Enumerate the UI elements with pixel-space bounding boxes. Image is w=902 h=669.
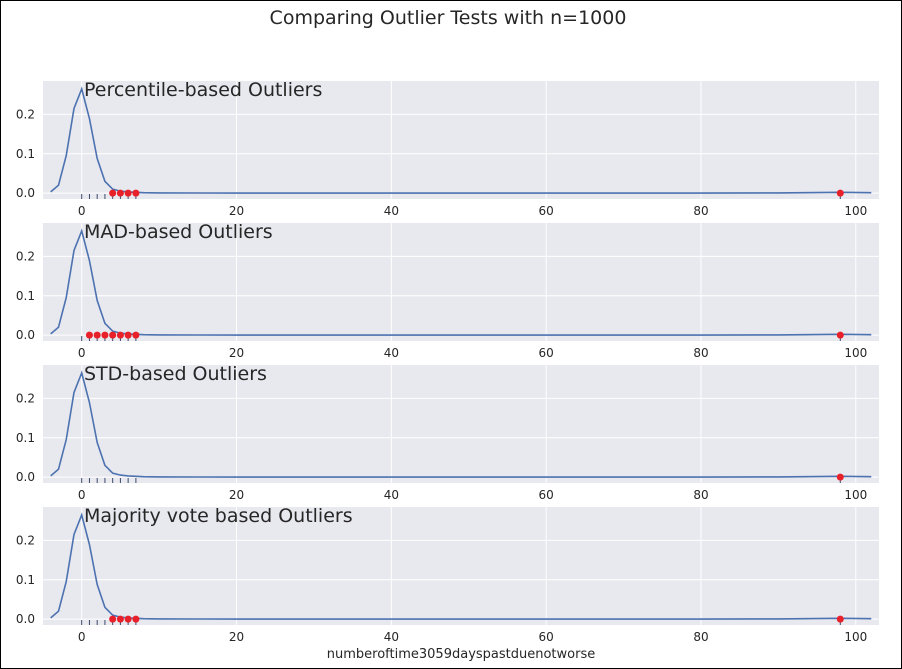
- kde-line: [50, 228, 872, 336]
- outlier-point: [109, 331, 117, 339]
- x-tick-label: 60: [539, 204, 554, 218]
- outlier-point: [836, 615, 844, 623]
- x-tick-label: 100: [844, 630, 867, 644]
- subplot-4: 0 20 40 60 80 100 0.0 0.1 0.2 Majority vote based…: [16, 505, 879, 644]
- plot-area: [43, 507, 879, 625]
- outlier-point: [124, 189, 132, 197]
- outlier-point: [132, 189, 140, 197]
- x-tick-label: 60: [539, 630, 554, 644]
- x-tick-label: 0: [78, 488, 86, 502]
- subplot-1: 0 20 40 60 80 100 0.0 0.1 0.2 Percentile-based Ou…: [16, 79, 879, 218]
- x-tick-label: 80: [693, 488, 708, 502]
- plot-area: [43, 365, 879, 483]
- outlier-point: [109, 615, 117, 623]
- x-tick-label: 0: [78, 630, 86, 644]
- kde-line: [50, 512, 872, 620]
- x-tick-label: 40: [384, 630, 399, 644]
- subplot-2: 0 20 40 60 80 100 0.0 0.1 0.2 MAD-based Outliers: [16, 221, 879, 360]
- plot-area: [43, 223, 879, 341]
- y-tick-label: 0.2: [16, 107, 35, 121]
- x-tick-label: 60: [539, 346, 554, 360]
- x-tick-label: 20: [229, 204, 244, 218]
- y-tick-label: 0.1: [16, 289, 35, 303]
- x-tick-label: 20: [229, 630, 244, 644]
- outlier-point: [116, 331, 124, 339]
- plot-area: [43, 81, 879, 199]
- outlier-point: [836, 473, 844, 481]
- x-tick-label: 40: [384, 488, 399, 502]
- y-tick-label: 0.1: [16, 573, 35, 587]
- outlier-point: [124, 615, 132, 623]
- x-tick-label: 100: [844, 488, 867, 502]
- x-tick-label: 20: [229, 488, 244, 502]
- outlier-point: [124, 331, 132, 339]
- subplot-title: Majority vote based Outliers: [84, 505, 353, 527]
- x-tick-label: 100: [844, 346, 867, 360]
- x-tick-label: 20: [229, 346, 244, 360]
- y-tick-label: 0.2: [16, 249, 35, 263]
- outlier-point: [116, 615, 124, 623]
- subplot-3: 0 20 40 60 80 100 0.0 0.1 0.2 STD-based Outliers: [16, 363, 879, 502]
- x-tick-label: 80: [693, 630, 708, 644]
- y-tick-label: 0.2: [16, 391, 35, 405]
- outlier-point: [836, 189, 844, 197]
- x-tick-label: 40: [384, 204, 399, 218]
- x-tick-label: 0: [78, 204, 86, 218]
- y-tick-label: 0.2: [16, 533, 35, 547]
- x-axis-label: numberoftime3059dayspastduenotworse: [327, 647, 595, 662]
- outlier-point: [132, 331, 140, 339]
- subplot-group: 0 20 40 60 80 100 0.0 0.1 0.2 Percentile-based Ou…: [16, 79, 879, 644]
- x-tick-label: 40: [384, 346, 399, 360]
- x-tick-label: 100: [844, 204, 867, 218]
- figure-suptitle: Comparing Outlier Tests with n=1000: [270, 7, 627, 29]
- outlier-point: [101, 331, 109, 339]
- y-tick-label: 0.0: [16, 470, 35, 484]
- outlier-point: [109, 189, 117, 197]
- x-tick-label: 80: [693, 204, 708, 218]
- outlier-point: [132, 615, 140, 623]
- y-tick-label: 0.1: [16, 431, 35, 445]
- kde-line: [50, 86, 872, 194]
- outlier-point: [836, 331, 844, 339]
- outlier-point: [116, 189, 124, 197]
- x-tick-label: 80: [693, 346, 708, 360]
- subplot-title: STD-based Outliers: [84, 363, 267, 385]
- y-tick-label: 0.0: [16, 186, 35, 200]
- x-tick-label: 60: [539, 488, 554, 502]
- y-tick-label: 0.0: [16, 328, 35, 342]
- kde-line: [50, 370, 872, 478]
- x-tick-label: 0: [78, 346, 86, 360]
- outlier-point: [85, 331, 93, 339]
- outlier-point: [93, 331, 101, 339]
- y-tick-label: 0.1: [16, 147, 35, 161]
- subplot-title: MAD-based Outliers: [84, 221, 273, 243]
- y-tick-label: 0.0: [16, 612, 35, 626]
- subplot-title: Percentile-based Outliers: [84, 79, 322, 101]
